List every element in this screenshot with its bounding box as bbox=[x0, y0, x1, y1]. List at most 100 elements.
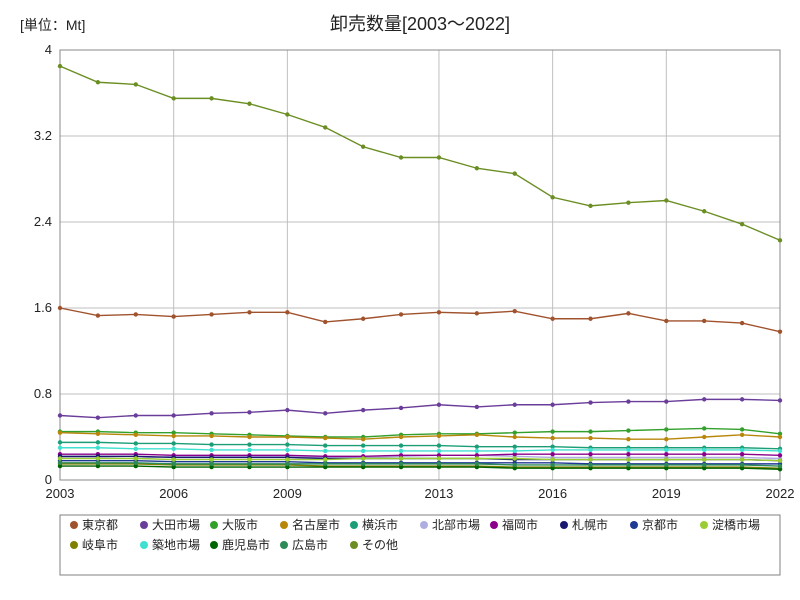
series-marker bbox=[740, 427, 744, 431]
x-tick-label: 2009 bbox=[273, 486, 302, 501]
series-marker bbox=[588, 448, 592, 452]
series-marker bbox=[323, 449, 327, 453]
series-marker bbox=[285, 457, 289, 461]
series-marker bbox=[361, 456, 365, 460]
legend-label: 大阪市 bbox=[222, 517, 258, 532]
series-marker bbox=[475, 311, 479, 315]
series-marker bbox=[664, 198, 668, 202]
series-marker bbox=[702, 426, 706, 430]
series-marker bbox=[209, 312, 213, 316]
series-marker bbox=[247, 448, 251, 452]
series-marker bbox=[664, 427, 668, 431]
series-marker bbox=[588, 463, 592, 467]
x-tick-label: 2019 bbox=[652, 486, 681, 501]
series-marker bbox=[134, 312, 138, 316]
series-marker bbox=[96, 440, 100, 444]
legend-label: 東京都 bbox=[82, 518, 118, 532]
series-marker bbox=[58, 306, 62, 310]
y-tick-label: 4 bbox=[45, 42, 52, 57]
series-marker bbox=[96, 461, 100, 465]
x-tick-label: 2016 bbox=[538, 486, 567, 501]
legend-swatch bbox=[210, 521, 218, 529]
series-marker bbox=[285, 442, 289, 446]
series-marker bbox=[171, 96, 175, 100]
series-marker bbox=[171, 447, 175, 451]
series-marker bbox=[475, 433, 479, 437]
series-marker bbox=[323, 125, 327, 129]
series-marker bbox=[475, 444, 479, 448]
series-marker bbox=[96, 415, 100, 419]
series-marker bbox=[58, 440, 62, 444]
series-marker bbox=[399, 435, 403, 439]
series-marker bbox=[702, 435, 706, 439]
series-marker bbox=[58, 461, 62, 465]
series-marker bbox=[437, 434, 441, 438]
series-marker bbox=[702, 397, 706, 401]
series-marker bbox=[134, 447, 138, 451]
legend-label: 築地市場 bbox=[152, 537, 200, 552]
series-marker bbox=[626, 463, 630, 467]
series-marker bbox=[58, 64, 62, 68]
series-marker bbox=[323, 411, 327, 415]
legend-label: 岐阜市 bbox=[82, 537, 118, 552]
series-marker bbox=[588, 204, 592, 208]
series-marker bbox=[285, 448, 289, 452]
series-marker bbox=[626, 200, 630, 204]
series-marker bbox=[323, 320, 327, 324]
legend-label: 鹿児島市 bbox=[222, 537, 270, 552]
legend-swatch bbox=[700, 521, 708, 529]
series-marker bbox=[778, 398, 782, 402]
series-marker bbox=[740, 452, 744, 456]
legend-swatch bbox=[210, 541, 218, 549]
legend-swatch bbox=[350, 541, 358, 549]
series-marker bbox=[626, 448, 630, 452]
series-marker bbox=[399, 456, 403, 460]
series-marker bbox=[209, 457, 213, 461]
series-marker bbox=[247, 410, 251, 414]
series-marker bbox=[513, 444, 517, 448]
series-marker bbox=[134, 441, 138, 445]
series-marker bbox=[626, 428, 630, 432]
series-marker bbox=[437, 443, 441, 447]
series-marker bbox=[58, 456, 62, 460]
series-marker bbox=[96, 80, 100, 84]
series-marker bbox=[285, 462, 289, 466]
series-marker bbox=[588, 429, 592, 433]
series-marker bbox=[550, 457, 554, 461]
series-marker bbox=[361, 408, 365, 412]
series-marker bbox=[361, 317, 365, 321]
series-marker bbox=[399, 406, 403, 410]
series-marker bbox=[550, 195, 554, 199]
legend-swatch bbox=[280, 521, 288, 529]
legend-label: 横浜市 bbox=[362, 517, 398, 532]
series-marker bbox=[778, 238, 782, 242]
series-marker bbox=[399, 155, 403, 159]
series-marker bbox=[550, 436, 554, 440]
y-tick-label: 2.4 bbox=[34, 214, 52, 229]
series-marker bbox=[550, 448, 554, 452]
series-marker bbox=[285, 112, 289, 116]
series-marker bbox=[209, 442, 213, 446]
series-marker bbox=[323, 457, 327, 461]
series-marker bbox=[778, 464, 782, 468]
series-marker bbox=[664, 399, 668, 403]
series-marker bbox=[626, 457, 630, 461]
series-marker bbox=[96, 456, 100, 460]
series-marker bbox=[361, 449, 365, 453]
series-marker bbox=[58, 446, 62, 450]
series-marker bbox=[171, 434, 175, 438]
series-marker bbox=[475, 405, 479, 409]
series-marker bbox=[399, 312, 403, 316]
series-marker bbox=[588, 457, 592, 461]
series-marker bbox=[513, 456, 517, 460]
series-marker bbox=[399, 449, 403, 453]
series-marker bbox=[247, 462, 251, 466]
series-marker bbox=[702, 448, 706, 452]
line-chart: 卸売数量[2003～2022][単位：Mt]00.81.62.43.242003… bbox=[0, 0, 800, 600]
series-marker bbox=[740, 222, 744, 226]
series-marker bbox=[740, 463, 744, 467]
legend-label: 広島市 bbox=[292, 537, 328, 552]
series-marker bbox=[285, 408, 289, 412]
series-marker bbox=[513, 449, 517, 453]
series-marker bbox=[702, 209, 706, 213]
